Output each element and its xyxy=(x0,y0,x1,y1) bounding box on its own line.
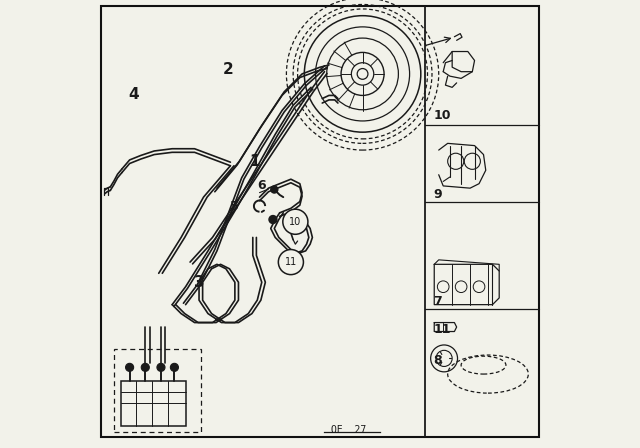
Text: 11: 11 xyxy=(433,323,451,336)
Circle shape xyxy=(278,250,303,275)
Bar xyxy=(121,381,186,426)
Circle shape xyxy=(271,186,278,193)
Text: 10: 10 xyxy=(433,109,451,122)
Text: 4: 4 xyxy=(129,86,140,102)
Text: 11: 11 xyxy=(285,257,297,267)
Circle shape xyxy=(125,363,134,371)
Text: 1: 1 xyxy=(250,154,260,169)
Circle shape xyxy=(157,363,165,371)
Text: 7: 7 xyxy=(433,295,442,309)
Text: 9: 9 xyxy=(433,188,442,201)
Text: 5: 5 xyxy=(230,199,238,213)
Circle shape xyxy=(269,215,277,224)
Text: 8: 8 xyxy=(433,354,442,367)
Text: 6: 6 xyxy=(257,179,266,193)
Circle shape xyxy=(141,363,149,371)
Text: 3: 3 xyxy=(194,275,204,290)
Text: 10: 10 xyxy=(289,217,301,227)
Text: OE  27: OE 27 xyxy=(332,425,367,435)
Text: 2: 2 xyxy=(223,62,234,77)
Bar xyxy=(114,349,202,432)
Circle shape xyxy=(283,209,308,234)
Circle shape xyxy=(170,363,179,371)
